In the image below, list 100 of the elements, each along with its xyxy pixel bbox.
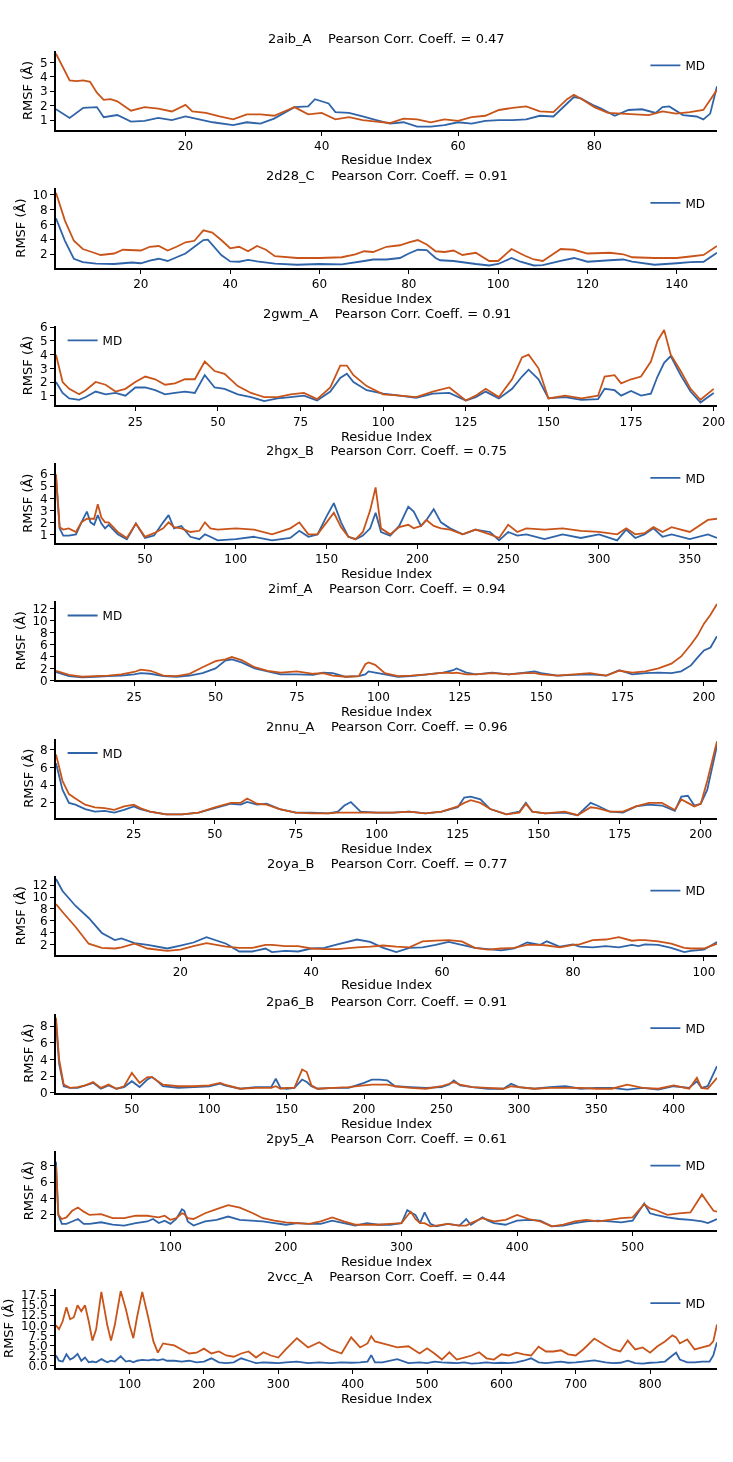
legend-label: MD xyxy=(685,1021,705,1036)
y-tick-label: 5 xyxy=(40,479,48,494)
line-series xyxy=(56,903,717,952)
y-tick-label: 6 xyxy=(40,760,48,775)
x-axis-title: Residue Index xyxy=(340,703,433,719)
y-axis-title: RMSF (Å) xyxy=(20,1161,36,1221)
x-tick-label: 100 xyxy=(366,689,390,704)
x-tick-label: 100 xyxy=(486,277,510,292)
x-tick-label: 80 xyxy=(565,964,581,979)
y-tick-label: 3 xyxy=(40,361,48,376)
line-series xyxy=(56,1341,717,1365)
x-tick-label: 400 xyxy=(505,1239,529,1254)
x-tick-label: 500 xyxy=(415,1377,439,1392)
x-tick-label: 60 xyxy=(434,964,450,979)
y-tick-label: 10 xyxy=(32,890,48,905)
x-tick-label: 100 xyxy=(365,827,389,842)
x-tick-label: 800 xyxy=(638,1377,662,1392)
x-tick-label: 300 xyxy=(390,1239,413,1254)
y-tick-label: 1 xyxy=(40,113,48,128)
x-tick-label: 20 xyxy=(172,964,188,979)
y-tick-label: 12 xyxy=(32,878,48,893)
y-tick-label: 2 xyxy=(40,375,48,390)
legend-label: MD xyxy=(685,196,705,211)
x-tick-label: 600 xyxy=(489,1377,513,1392)
x-tick-label: 200 xyxy=(192,1377,216,1392)
line-series xyxy=(56,85,717,128)
y-tick-label: 6 xyxy=(40,637,48,652)
legend-label: MD xyxy=(685,1296,705,1311)
x-tick-label: 250 xyxy=(496,552,520,567)
y-tick-label: 8 xyxy=(40,202,48,217)
y-tick-label: 12 xyxy=(32,601,48,616)
x-tick-label: 140 xyxy=(665,277,689,292)
y-tick-label: 6 xyxy=(40,914,48,929)
x-tick-label: 100 xyxy=(224,552,248,567)
x-tick-label: 60 xyxy=(450,139,466,154)
x-tick-label: 125 xyxy=(454,414,478,429)
y-tick-label: 1 xyxy=(40,388,48,403)
chart-title: 2hgx_B Pearson Corr. Coeff. = 0.75 xyxy=(266,443,507,458)
x-tick-label: 200 xyxy=(692,689,716,704)
x-tick-label: 200 xyxy=(702,414,726,429)
x-axis-title: Residue Index xyxy=(340,151,433,167)
x-tick-label: 25 xyxy=(126,827,142,842)
y-tick-label: 2 xyxy=(40,98,48,113)
x-tick-label: 350 xyxy=(678,552,702,567)
y-tick-label: 8 xyxy=(40,1159,48,1174)
y-tick-label: 6 xyxy=(40,467,48,482)
y-tick-label: 3 xyxy=(40,84,48,99)
x-tick-label: 75 xyxy=(292,414,309,429)
line-series xyxy=(56,191,717,262)
chart-title: 2imf_A Pearson Corr. Coeff. = 0.94 xyxy=(268,581,506,596)
x-tick-label: 40 xyxy=(314,139,330,154)
legend-label: MD xyxy=(102,334,123,349)
x-axis-title: Residue Index xyxy=(340,841,433,857)
x-axis-title: Residue Index xyxy=(340,976,433,992)
x-tick-label: 150 xyxy=(275,1102,299,1117)
y-tick-label: 8 xyxy=(40,625,48,640)
x-tick-label: 80 xyxy=(401,277,417,292)
x-tick-label: 200 xyxy=(274,1239,298,1254)
x-tick-label: 100 xyxy=(197,1102,221,1117)
y-tick-label: 0.0 xyxy=(28,1358,48,1373)
x-tick-label: 50 xyxy=(124,1102,140,1117)
line-series xyxy=(56,355,715,404)
line-series xyxy=(56,1290,717,1361)
x-tick-label: 60 xyxy=(311,277,328,292)
y-tick-label: 4 xyxy=(40,778,48,793)
x-tick-label: 100 xyxy=(118,1377,142,1392)
x-tick-label: 400 xyxy=(662,1102,686,1117)
chart-title: 2gwm_A Pearson Corr. Coeff. = 0.91 xyxy=(263,306,512,321)
y-tick-label: 2 xyxy=(40,515,48,530)
legend-label: MD xyxy=(102,746,123,761)
x-axis-title: Residue Index xyxy=(340,428,433,444)
x-tick-label: 175 xyxy=(619,414,643,429)
chart-title: 2vcc_A Pearson Corr. Coeff. = 0.44 xyxy=(267,1269,506,1284)
x-tick-label: 150 xyxy=(527,827,551,842)
x-tick-label: 500 xyxy=(621,1239,645,1254)
legend-label: MD xyxy=(685,471,705,486)
chart-title: 2oya_B Pearson Corr. Coeff. = 0.77 xyxy=(267,856,508,871)
x-tick-label: 25 xyxy=(127,414,143,429)
y-tick-label: 0 xyxy=(40,673,48,688)
x-tick-label: 175 xyxy=(608,827,632,842)
y-tick-label: 4 xyxy=(40,1052,48,1067)
x-tick-label: 100 xyxy=(692,964,716,979)
x-tick-label: 75 xyxy=(289,689,305,704)
x-tick-label: 25 xyxy=(126,689,142,704)
y-tick-label: 6 xyxy=(40,1036,48,1051)
y-tick-label: 4 xyxy=(40,926,48,941)
x-tick-label: 100 xyxy=(371,414,395,429)
legend-label: MD xyxy=(685,59,705,74)
y-tick-label: 4 xyxy=(40,1191,48,1206)
y-axis-title: RMSF (Å) xyxy=(20,473,36,533)
y-tick-label: 4 xyxy=(40,649,48,664)
y-tick-label: 2 xyxy=(40,247,48,262)
x-tick-label: 120 xyxy=(576,277,599,292)
line-series xyxy=(56,329,715,402)
y-axis-title: RMSF (Å) xyxy=(20,748,36,808)
x-tick-label: 20 xyxy=(133,277,149,292)
y-tick-label: 2 xyxy=(40,796,48,811)
y-axis-title: RMSF (Å) xyxy=(1,1298,17,1358)
chart-title: 2pa6_B Pearson Corr. Coeff. = 0.91 xyxy=(266,994,508,1009)
y-tick-label: 4 xyxy=(40,491,48,506)
